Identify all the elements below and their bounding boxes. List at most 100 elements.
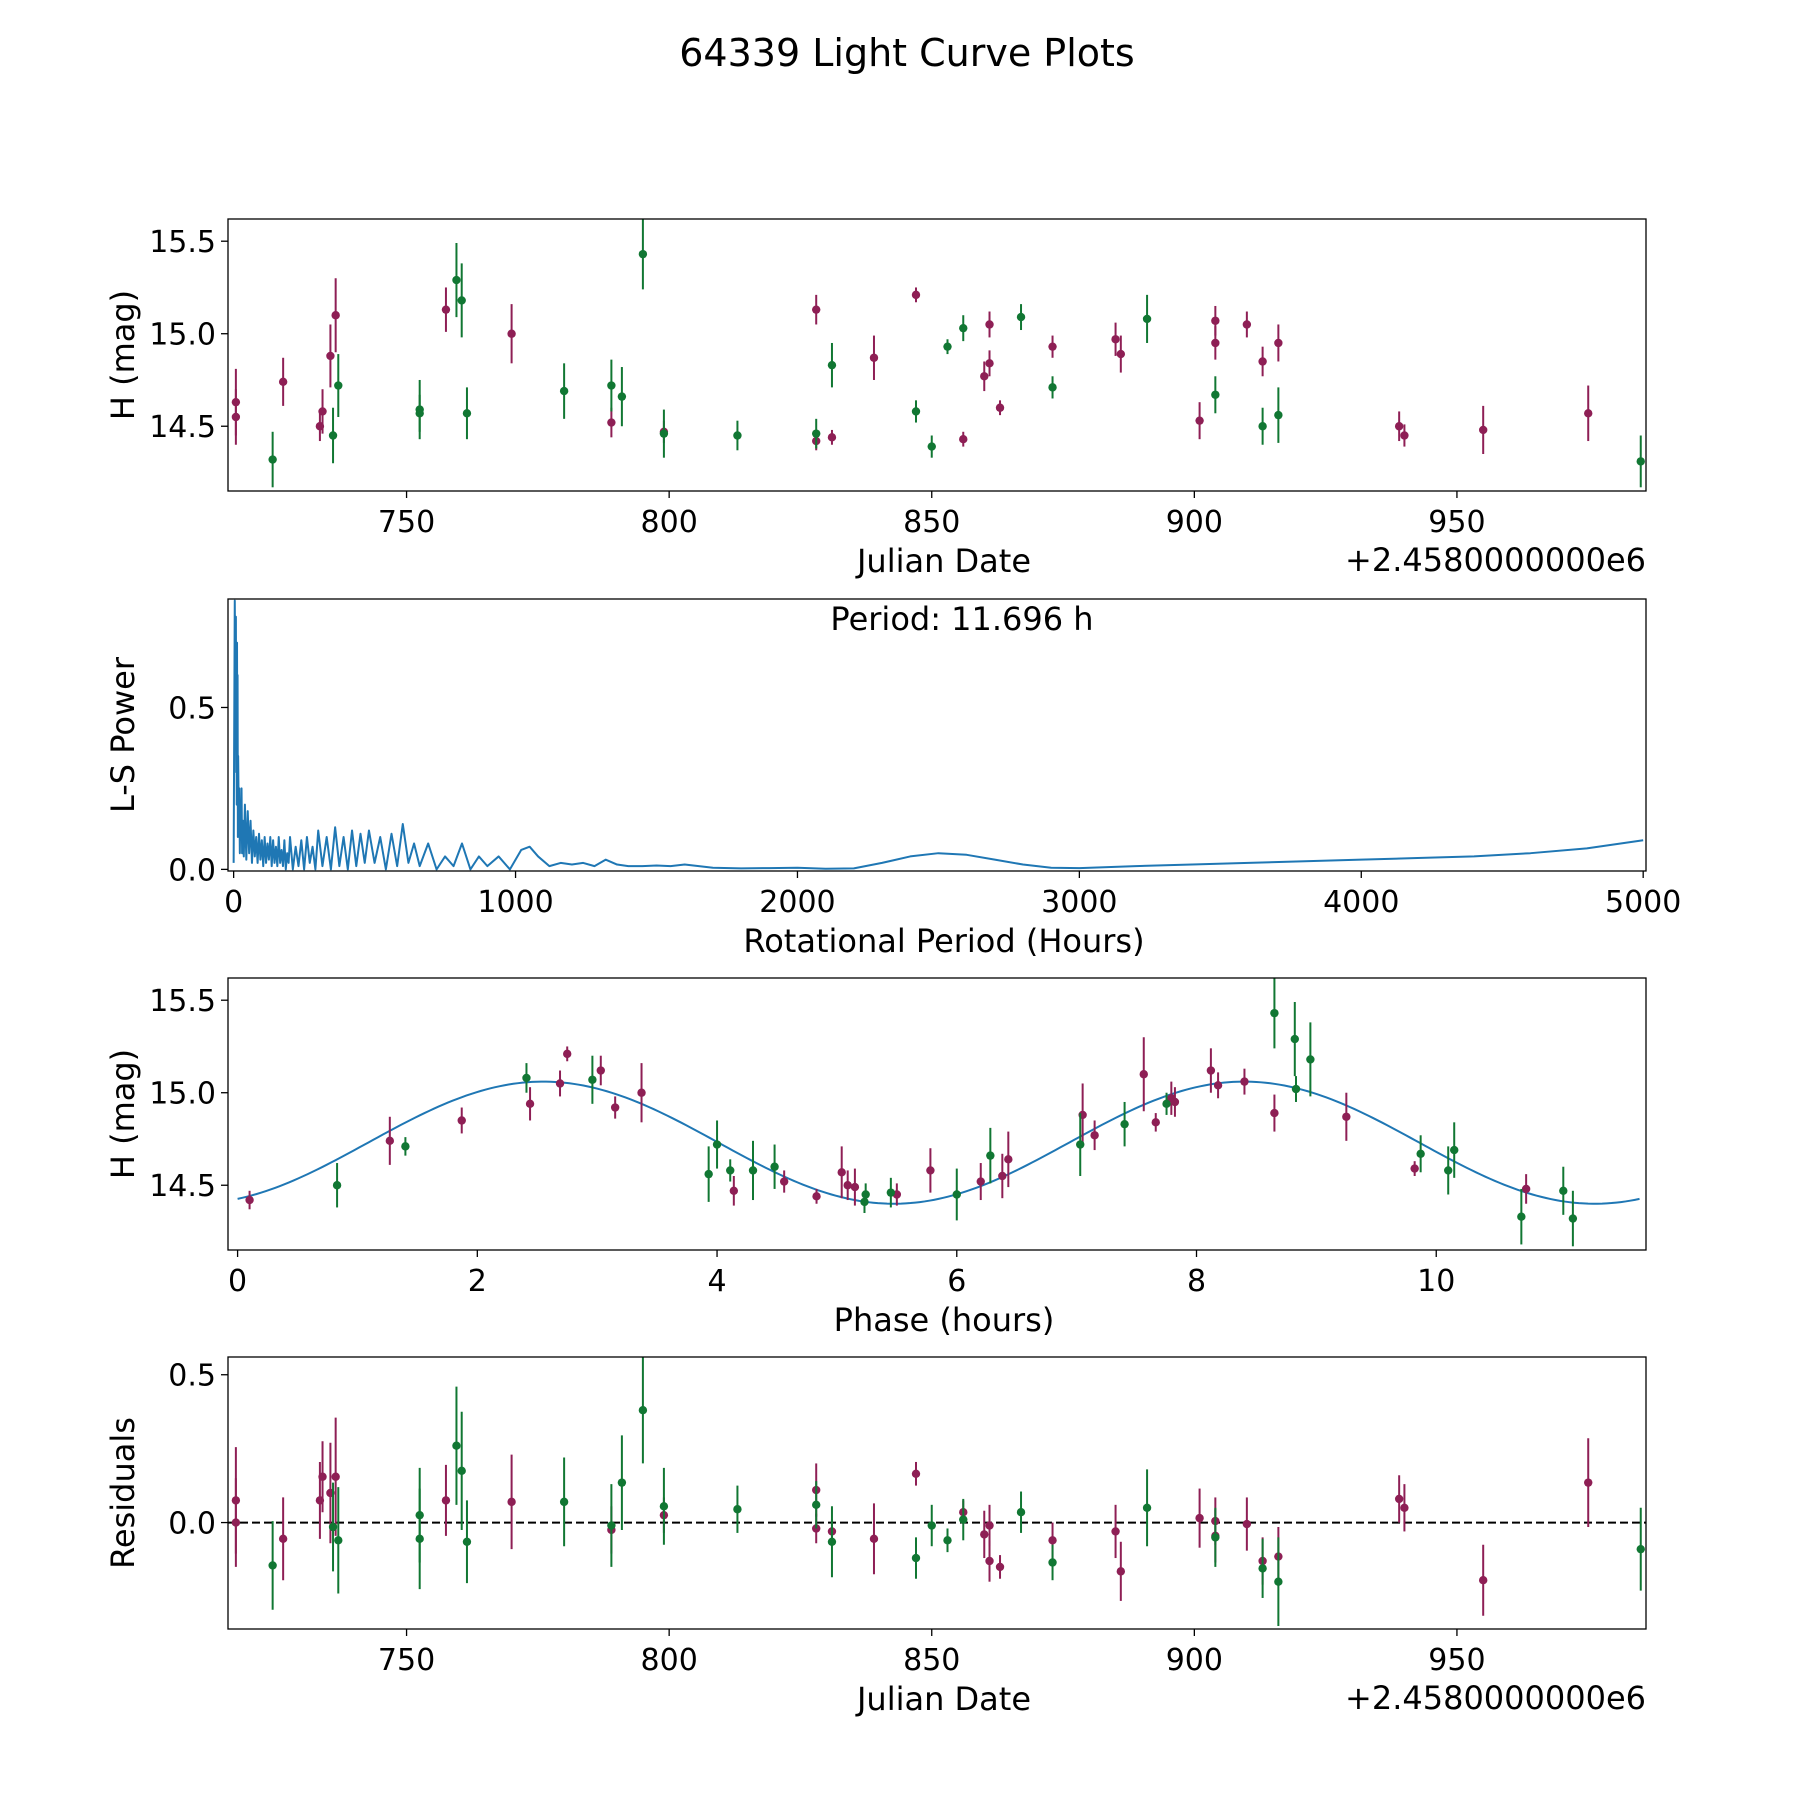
data-point [555, 1079, 565, 1088]
series-filter-b [332, 978, 1578, 1247]
series-filter-b [268, 1357, 1645, 1627]
data-point [231, 412, 241, 422]
data-point [1048, 1536, 1057, 1545]
data-point [268, 455, 277, 464]
x-axis-label: Phase (hours) [834, 1301, 1055, 1339]
x-tick-label: 750 [378, 1643, 435, 1678]
data-point [607, 381, 616, 390]
data-point [659, 429, 669, 438]
x-offset-label: +2.4580000000e6 [1345, 541, 1646, 579]
y-tick-label: 0.5 [168, 1359, 216, 1394]
data-point [1416, 1149, 1425, 1158]
data-point [1290, 1034, 1299, 1044]
data-point [507, 1497, 516, 1507]
x-tick-label: 800 [641, 1643, 698, 1678]
data-point [1636, 1544, 1645, 1554]
data-point [457, 296, 466, 305]
x-tick-label: 4000 [1323, 885, 1399, 920]
data-point [617, 392, 627, 401]
data-point [441, 305, 451, 314]
data-point [827, 1537, 837, 1546]
data-point [860, 1197, 869, 1207]
data-point [1478, 1576, 1488, 1585]
y-tick-label: 15.0 [149, 1077, 216, 1112]
data-point [861, 1190, 870, 1199]
data-point [1478, 425, 1488, 435]
y-axis-label: H (mag) [104, 290, 142, 420]
data-point [1240, 1077, 1249, 1086]
data-point [522, 1073, 531, 1083]
data-point [457, 1116, 466, 1125]
data-point [452, 1441, 461, 1450]
data-point [1076, 1140, 1085, 1149]
data-point [812, 429, 821, 438]
data-point [415, 409, 424, 418]
x-tick-label: 950 [1428, 505, 1485, 540]
residuals-panel: 750 800 850 900 950 0.0 0.5 Julian Date Residual… [104, 1356, 1647, 1718]
data-point [985, 320, 994, 329]
x-tick-label: 800 [641, 505, 698, 540]
phase-folded-panel: 0 2 4 6 8 10 14.5 15.0 15.5 Phase (hours) H (mag) [104, 977, 1647, 1339]
x-tick-label: 2000 [759, 885, 835, 920]
data-point [1258, 357, 1267, 366]
x-tick-label: 2 [468, 1264, 487, 1299]
data-point [770, 1162, 779, 1171]
plot-data-layer [232, 599, 1644, 871]
data-point [733, 431, 742, 440]
data-point [837, 1168, 846, 1177]
data-point [1120, 1119, 1129, 1129]
data-point [869, 1534, 879, 1544]
figure-title: 64339 Light Curve Plots [679, 31, 1134, 75]
data-point [326, 351, 335, 361]
data-point [278, 377, 288, 387]
data-point [328, 431, 338, 440]
axes-frame [227, 977, 1647, 1251]
data-point [1444, 1166, 1453, 1175]
data-point [812, 305, 821, 314]
data-point [638, 249, 648, 259]
data-point [1162, 1099, 1171, 1109]
x-tick-label: 0 [224, 885, 243, 920]
series-filter-a [231, 278, 1593, 454]
data-point [1111, 335, 1120, 344]
data-point [959, 1515, 968, 1524]
x-tick-label: 950 [1428, 1643, 1485, 1678]
data-point [1211, 338, 1220, 348]
data-point [638, 1406, 648, 1415]
data-point [1559, 1186, 1568, 1195]
data-point [415, 1534, 424, 1544]
data-point [1111, 1527, 1120, 1536]
data-point [1048, 1558, 1057, 1567]
data-point [1306, 1055, 1315, 1064]
data-point [943, 1536, 952, 1545]
data-point [617, 1478, 627, 1487]
data-point [559, 386, 569, 396]
data-point [1016, 1508, 1026, 1517]
x-axis-label: Julian Date [855, 542, 1031, 580]
data-point [441, 1496, 451, 1505]
data-point [334, 1536, 343, 1545]
data-point [1142, 1503, 1152, 1512]
data-point [268, 1561, 277, 1570]
data-point [1116, 1567, 1126, 1576]
data-point [980, 372, 989, 381]
data-point [588, 1075, 597, 1084]
data-point [1242, 1519, 1252, 1529]
data-point [1270, 1008, 1279, 1018]
data-point [985, 1556, 994, 1566]
x-tick-label: 8 [1187, 1264, 1206, 1299]
data-point [1048, 383, 1057, 392]
data-point [1568, 1214, 1578, 1223]
x-offset-label: +2.4580000000e6 [1345, 1679, 1646, 1717]
data-point [1151, 1118, 1160, 1127]
data-point [1090, 1131, 1099, 1140]
data-point [998, 1171, 1007, 1181]
data-point [525, 1099, 535, 1109]
x-tick-label: 850 [903, 1643, 960, 1678]
data-point [1521, 1184, 1531, 1194]
data-point [332, 1181, 342, 1190]
y-tick-label: 14.5 [149, 410, 216, 445]
data-point [729, 1186, 739, 1195]
data-point [596, 1066, 605, 1075]
